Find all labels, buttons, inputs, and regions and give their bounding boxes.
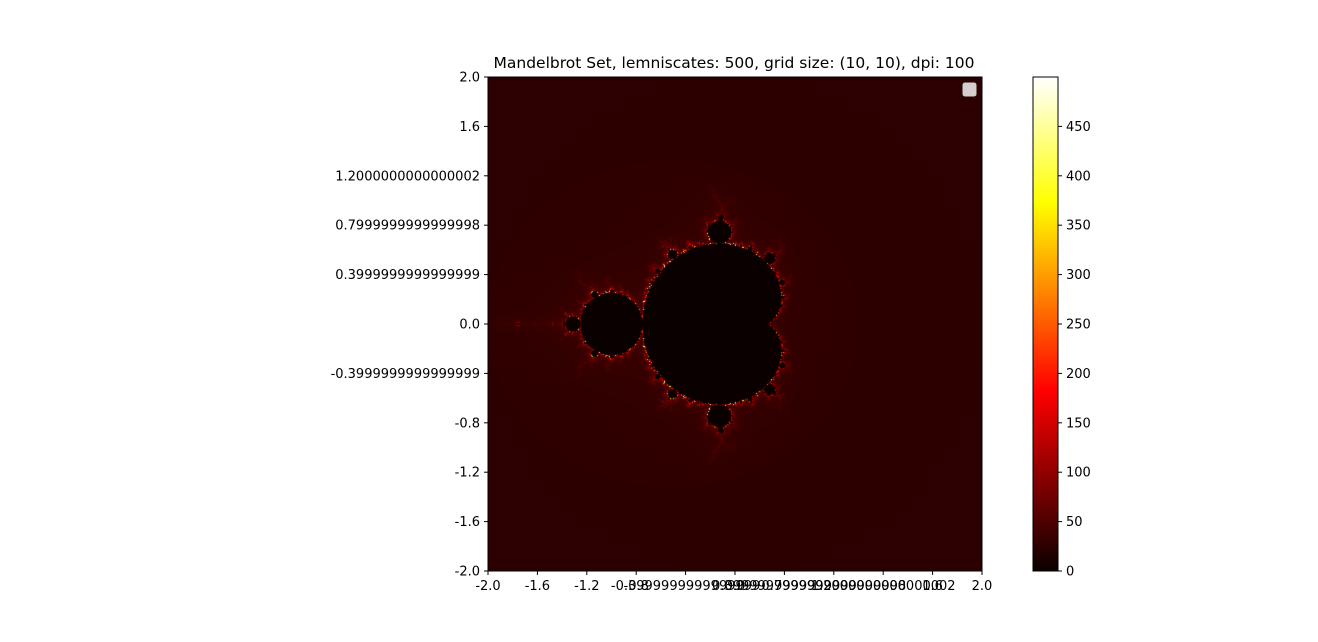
y-tick-label: 1.2000000000000002 — [335, 169, 480, 184]
x-tick-label: -0.3999999999999999 — [611, 579, 760, 594]
colorbar-tick-label: 400 — [1066, 169, 1091, 184]
x-tick-label: 1.6 — [922, 579, 943, 594]
legend — [962, 82, 977, 97]
colorbar-tick-label: 450 — [1066, 120, 1091, 135]
x-tick-label: -1.2 — [574, 579, 599, 594]
y-tick-label: -1.2 — [455, 466, 480, 481]
plot-area — [487, 76, 983, 572]
legend-frame — [962, 82, 977, 97]
x-tick-label: 0.7999999999999998 — [761, 579, 906, 594]
x-tick-label: 2.0 — [972, 579, 993, 594]
x-tick-label: 0.0 — [725, 579, 746, 594]
colorbar-gradient — [1032, 76, 1059, 572]
y-tick-label: 2.0 — [459, 71, 480, 86]
colorbar-tick-label: 250 — [1066, 318, 1091, 333]
y-tick-label: -0.3999999999999999 — [331, 367, 480, 382]
y-tick-label: 0.0 — [459, 318, 480, 333]
y-tick-label: 0.3999999999999999 — [335, 268, 480, 283]
y-tick-label: -2.0 — [455, 565, 480, 580]
y-tick-label: 0.7999999999999998 — [335, 219, 480, 234]
x-tick-label: -2.0 — [475, 579, 500, 594]
colorbar-tick-label: 150 — [1066, 416, 1091, 431]
x-tick-label: -1.6 — [525, 579, 550, 594]
colorbar-tick-label: 0 — [1066, 565, 1074, 580]
x-tick-label: 0.3999999999999999 — [712, 579, 857, 594]
y-tick-label: -1.6 — [455, 515, 480, 530]
colorbar-tick-label: 50 — [1066, 515, 1083, 530]
y-tick-label: 1.6 — [459, 120, 480, 135]
colorbar-tick-label: 350 — [1066, 219, 1091, 234]
chart-title: Mandelbrot Set, lemniscates: 500, grid s… — [494, 54, 975, 72]
mandelbrot-heatmap — [488, 77, 982, 571]
y-tick-label: -0.8 — [455, 416, 480, 431]
x-tick-label: 1.2000000000000002 — [811, 579, 956, 594]
x-axis: -2.0 -1.6 -1.2 -0.8-0.39999999999999990.00.… — [475, 571, 992, 594]
colorbar: 0 50 100 150 200 250 300 350 400 450 — [1032, 76, 1091, 580]
mandelbrot-heatmap-container — [488, 77, 982, 571]
colorbar-ticks: 0 50 100 150 200 250 300 350 400 450 — [1058, 120, 1091, 580]
colorbar-tick-label: 300 — [1066, 268, 1091, 283]
colorbar-tick-label: 100 — [1066, 466, 1091, 481]
colorbar-tick-label: 200 — [1066, 367, 1091, 382]
y-axis: 2.0 1.6 1.2000000000000002 0.79999999999999… — [331, 71, 488, 580]
x-tick-label: -0.8 — [624, 579, 649, 594]
